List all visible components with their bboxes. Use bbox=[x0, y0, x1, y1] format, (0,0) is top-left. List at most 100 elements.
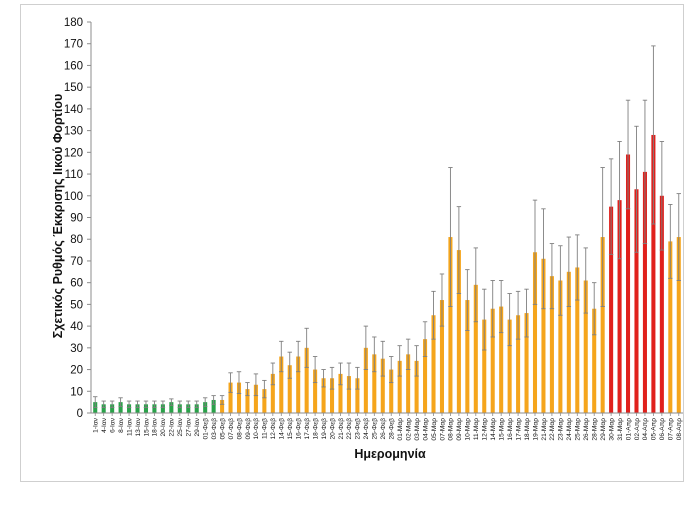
bar bbox=[236, 382, 242, 413]
bar bbox=[659, 195, 664, 413]
x-tick-label: 22-Φεβ bbox=[346, 418, 353, 440]
x-tick-label: 14-Μαρ bbox=[490, 418, 497, 441]
bar bbox=[346, 376, 351, 413]
x-tick-label: 17-Φεβ bbox=[304, 418, 311, 440]
x-tick-label: 21-Μαρ bbox=[541, 418, 548, 441]
bar bbox=[329, 378, 335, 413]
y-tick-label: 110 bbox=[65, 169, 83, 181]
bar bbox=[507, 319, 512, 413]
x-tick-label: 22-Ιαν bbox=[169, 417, 176, 436]
x-tick-label: 29-Ιαν bbox=[194, 417, 201, 436]
bar bbox=[600, 237, 605, 413]
x-tick-label: 15-Ιαν bbox=[143, 417, 150, 436]
x-tick-label: 28-Φεβ bbox=[389, 418, 396, 440]
axes bbox=[90, 22, 683, 414]
x-tick-label: 01-Φεβ bbox=[202, 418, 209, 440]
bar bbox=[439, 300, 445, 413]
error-bars bbox=[93, 45, 681, 409]
y-axis-title: Σχετικός Ρυθμός Έκκρισης Ιικού Φορτίου bbox=[51, 94, 65, 339]
bar bbox=[625, 154, 631, 413]
bar bbox=[127, 404, 132, 413]
bar bbox=[220, 399, 225, 413]
bar bbox=[363, 347, 368, 413]
x-tick-label: 03-Μαρ bbox=[414, 418, 421, 441]
x-tick-label: 17-Μαρ bbox=[515, 418, 522, 441]
bar bbox=[253, 384, 258, 413]
x-tick-label: 18-Ιαν bbox=[152, 417, 159, 436]
x-tick-label: 08-Φεβ bbox=[236, 418, 243, 440]
bar bbox=[397, 360, 402, 413]
x-tick-label: 25-Φεβ bbox=[372, 418, 379, 440]
bar bbox=[380, 358, 385, 413]
bar bbox=[558, 280, 563, 413]
x-tick-label: 28-Μαρ bbox=[592, 418, 599, 441]
bar bbox=[592, 308, 597, 413]
x-tick-label: 26-Φεβ bbox=[380, 418, 387, 440]
x-tick-label: 02-Απρ bbox=[634, 418, 641, 440]
bar bbox=[160, 404, 165, 413]
y-tick-label: 50 bbox=[70, 299, 83, 311]
bar bbox=[389, 369, 394, 413]
bar bbox=[617, 200, 622, 413]
bar bbox=[135, 404, 140, 413]
y-tick-label: 160 bbox=[64, 60, 83, 72]
bar bbox=[203, 402, 208, 413]
bar bbox=[194, 404, 199, 413]
x-tick-label: 25-Μαρ bbox=[575, 418, 582, 441]
x-tick-label: 01-Μαρ bbox=[397, 418, 404, 441]
x-tick-label: 09-Μαρ bbox=[456, 418, 463, 441]
bar bbox=[143, 404, 149, 413]
bar bbox=[245, 389, 250, 413]
bar bbox=[372, 354, 377, 413]
x-tick-label: 12-Μαρ bbox=[482, 418, 489, 441]
y-tick-label: 30 bbox=[70, 343, 83, 355]
bar bbox=[287, 365, 292, 413]
bar bbox=[211, 399, 216, 413]
x-tick-label: 09-Φεβ bbox=[245, 418, 252, 440]
bar bbox=[676, 237, 681, 413]
x-tick-label: 8-Ιαν bbox=[118, 417, 125, 433]
x-tick-label: 20-Ιαν bbox=[160, 417, 167, 436]
x-tick-label: 15-Μαρ bbox=[498, 418, 505, 441]
y-tick-label: 20 bbox=[70, 365, 83, 377]
y-tick-label: 70 bbox=[70, 256, 83, 268]
bar bbox=[482, 319, 487, 413]
x-tick-label: 23-Μαρ bbox=[558, 418, 565, 441]
bar bbox=[406, 354, 411, 413]
bar bbox=[262, 389, 267, 413]
bar bbox=[423, 339, 428, 413]
x-tick-label: 10-Μαρ bbox=[465, 418, 472, 441]
bar bbox=[101, 404, 106, 413]
bar bbox=[177, 404, 182, 413]
x-tick-label: 05-Απρ bbox=[651, 418, 658, 440]
x-tick-label: 04-Απρ bbox=[642, 418, 649, 440]
x-tick-label: 25-Ιαν bbox=[177, 417, 184, 436]
x-tick-label: 23-Φεβ bbox=[355, 418, 362, 440]
bar bbox=[642, 171, 647, 413]
bar bbox=[490, 308, 495, 413]
x-tick-label: 11-Φεβ bbox=[262, 418, 269, 439]
bar bbox=[228, 382, 233, 413]
bar bbox=[186, 404, 191, 413]
x-tick-label: 05-Μαρ bbox=[431, 418, 438, 441]
bar bbox=[355, 378, 360, 413]
x-tick-label: 26-Μαρ bbox=[583, 418, 590, 441]
x-tick-label: 15-Φεβ bbox=[287, 418, 294, 440]
bar bbox=[583, 280, 588, 413]
x-tick-label: 31-Μαρ bbox=[617, 418, 624, 441]
x-tick-label: 6-Ιαν bbox=[109, 417, 116, 433]
x-tick-label: 11-Μαρ bbox=[473, 418, 480, 440]
x-tick-label: 16-Φεβ bbox=[296, 418, 303, 440]
bar bbox=[668, 241, 673, 413]
y-tick-label: 40 bbox=[70, 321, 83, 333]
x-tick-label: 01-Απρ bbox=[625, 418, 632, 440]
bar bbox=[566, 271, 571, 413]
x-tick-label: 08-Απρ bbox=[676, 418, 683, 440]
bar bbox=[431, 315, 436, 413]
x-tick-label: 19-Μαρ bbox=[532, 418, 539, 441]
bar bbox=[575, 267, 580, 413]
bar bbox=[465, 300, 470, 413]
x-tick-label: 20-Φεβ bbox=[329, 418, 336, 440]
x-tick-label: 06-Απρ bbox=[659, 418, 666, 440]
